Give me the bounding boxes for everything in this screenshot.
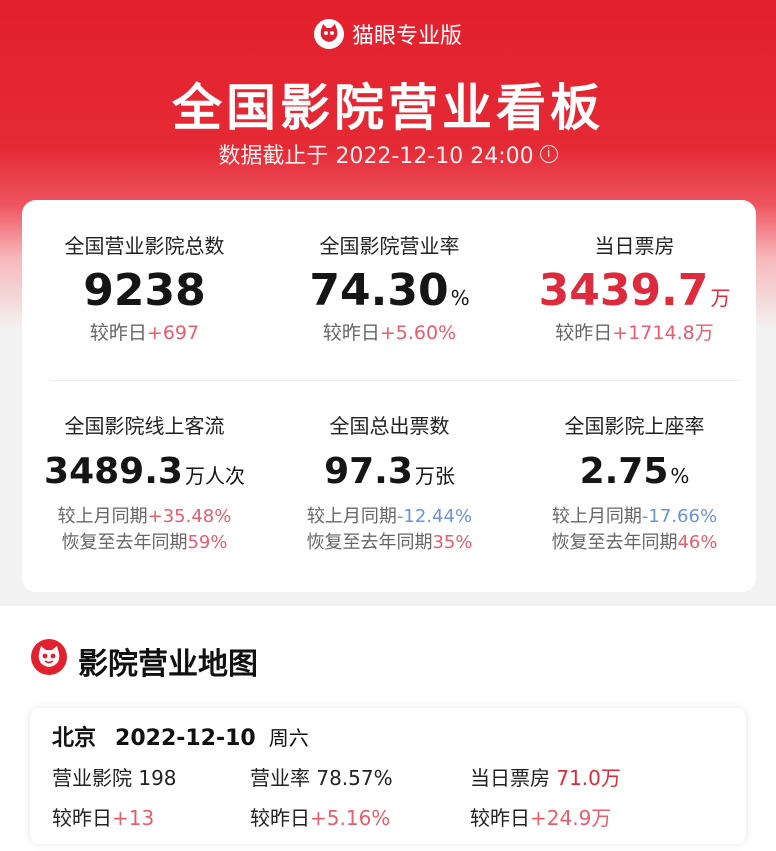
stat-label: 全国营业影院总数	[64, 234, 225, 258]
stat-value: 3439.7 万	[538, 265, 731, 316]
city-header: 北京 2022-12-10 周六	[52, 720, 309, 752]
stat-tickets: 全国总出票数 97.3 万张 较上月同期-12.44% 恢复至去年同期35%	[267, 410, 512, 556]
stat-value: 3489.3 万人次	[44, 451, 245, 492]
stat-value: 97.3 万张	[324, 451, 455, 492]
city-boxoffice-compare: 较昨日+24.9万	[470, 806, 612, 830]
stat-online-traffic: 全国影院线上客流 3489.3 万人次 较上月同期+35.48% 恢复至去年同期5…	[22, 410, 267, 556]
stat-compare-lastyear: 恢复至去年同期35%	[306, 532, 473, 553]
city-rate-compare: 较昨日+5.16%	[250, 806, 391, 830]
city-boxoffice: 当日票房 71.0万	[470, 766, 621, 790]
city-name: 北京	[52, 726, 97, 751]
maoyan-cat-icon	[313, 19, 344, 49]
city-cinemas-compare: 较昨日+13	[52, 806, 155, 830]
stat-value: 2.75%	[579, 451, 690, 492]
stat-daily-boxoffice: 当日票房 3439.7 万 较昨日+1714.8万	[512, 230, 757, 345]
stat-compare: 较昨日+5.60%	[322, 322, 457, 344]
section-title-text: 影院营业地图	[78, 647, 258, 682]
divider	[50, 380, 740, 381]
cinema-map-section: 影院营业地图 北京 2022-12-10 周六 营业影院 198 营业率 78.…	[0, 606, 776, 851]
summary-card: 全国营业影院总数 9238 较昨日+697 全国影院营业率 74.30% 较昨日…	[22, 200, 756, 592]
data-timestamp: 数据截止于 2022-12-10 24:00 i	[0, 138, 776, 170]
stat-total-cinemas: 全国营业影院总数 9238 较昨日+697	[22, 230, 267, 345]
city-cinemas: 营业影院 198	[52, 766, 177, 790]
city-date: 2022-12-10	[115, 726, 256, 751]
stat-operating-rate: 全国影院营业率 74.30% 较昨日+5.60%	[267, 230, 512, 345]
stat-occupancy: 全国影院上座率 2.75% 较上月同期-17.66% 恢复至去年同期46%	[512, 410, 757, 556]
stat-compare-lastyear: 恢复至去年同期59%	[61, 532, 228, 553]
stat-value: 74.30%	[309, 265, 470, 316]
stat-label: 全国影院上座率	[564, 414, 705, 438]
stat-label: 全国总出票数	[329, 414, 450, 438]
stat-compare-month: 较上月同期-17.66%	[551, 506, 718, 527]
stat-compare-month: 较上月同期-12.44%	[306, 506, 473, 527]
stat-compare-month: 较上月同期+35.48%	[57, 506, 232, 527]
city-card[interactable]: 北京 2022-12-10 周六 营业影院 198 营业率 78.57% 当日票…	[30, 708, 746, 844]
page-title: 全国影院营业看板	[172, 79, 604, 137]
brand-name: 猫眼专业版	[351, 24, 462, 49]
city-rate: 营业率 78.57%	[250, 766, 393, 790]
stat-value: 9238	[83, 265, 206, 316]
stat-compare: 较昨日+697	[89, 322, 200, 344]
stat-compare-lastyear: 恢复至去年同期46%	[551, 532, 718, 553]
stat-label: 全国影院线上客流	[64, 414, 225, 438]
stat-label: 当日票房	[594, 234, 675, 258]
info-icon[interactable]: i	[539, 145, 558, 163]
data-time-text: 数据截止于 2022-12-10 24:00	[218, 144, 534, 169]
brand: 猫眼专业版	[0, 18, 776, 50]
section-title: 影院营业地图	[30, 638, 258, 684]
stat-compare: 较昨日+1714.8万	[555, 322, 714, 344]
city-weekday: 周六	[268, 726, 309, 750]
stat-label: 全国影院营业率	[319, 234, 460, 258]
maoyan-cat-icon	[30, 638, 68, 684]
